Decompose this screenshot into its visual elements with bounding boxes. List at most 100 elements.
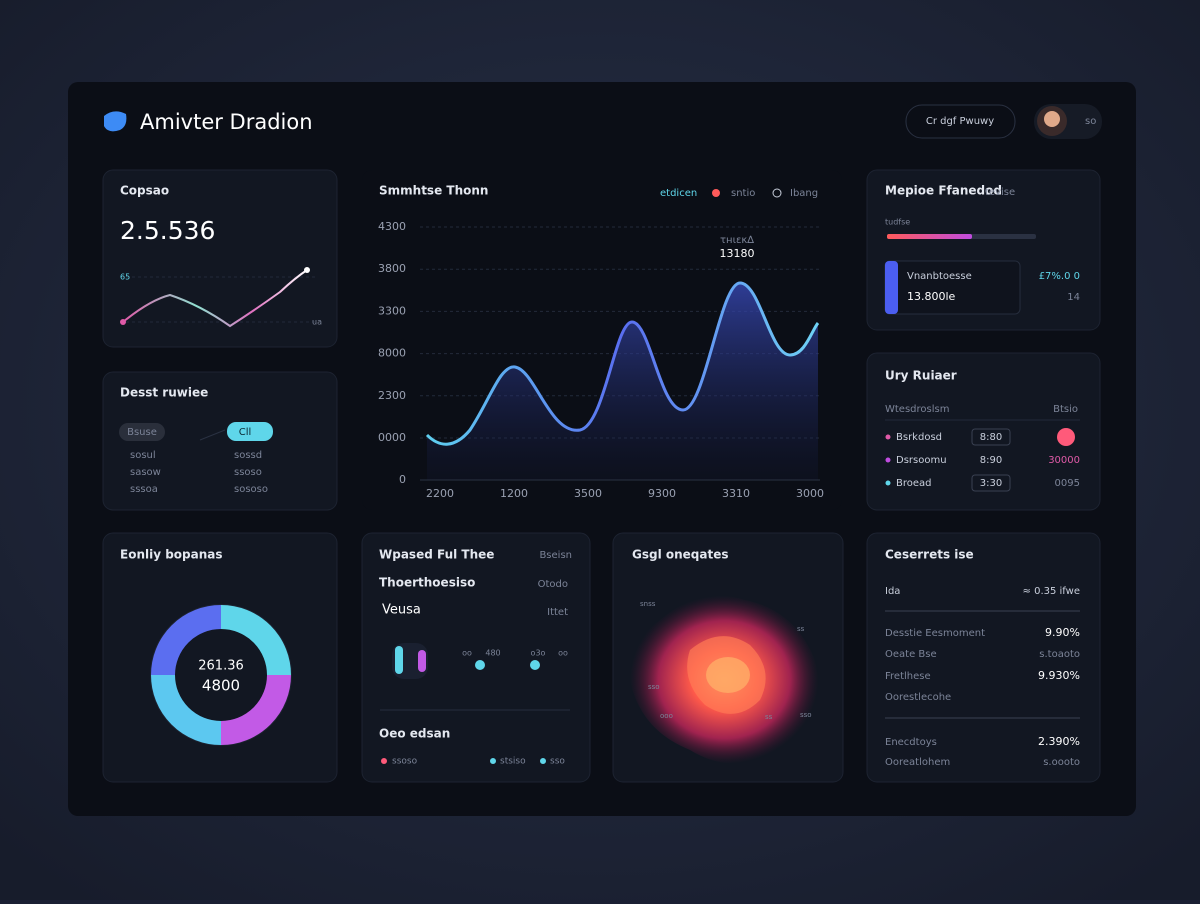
- y-tick-label: 2300: [378, 389, 406, 402]
- donut-segment: [220, 605, 291, 676]
- label: 13.800le: [907, 290, 956, 303]
- label: Vnanbtoesse: [907, 271, 972, 282]
- avatar-face: [1044, 111, 1060, 127]
- progress-fill: [887, 234, 972, 239]
- heat-center: [706, 657, 750, 693]
- label: tevise: [985, 187, 1015, 198]
- chart-title: Smmhtse Thonn: [379, 184, 488, 198]
- card-title: Copsao: [120, 184, 169, 198]
- label: 9.90%: [1045, 626, 1080, 639]
- label: oo: [462, 649, 472, 658]
- x-tick-label: 3500: [574, 487, 602, 500]
- legend-dot: [490, 758, 496, 764]
- pill-label: Cll: [239, 427, 252, 438]
- label: 8:80: [980, 432, 1002, 443]
- x-tick-label: 3000: [796, 487, 824, 500]
- label: 2.390%: [1038, 735, 1080, 748]
- label: Ooreatlohem: [885, 757, 950, 768]
- x-tick-label: 2200: [426, 487, 454, 500]
- label: 9.930%: [1038, 669, 1080, 682]
- mini-bar: [418, 650, 426, 672]
- label: Ida: [885, 586, 900, 597]
- card-title: Ury Ruiaer: [885, 369, 957, 383]
- label: sso: [800, 711, 812, 719]
- label: sososo: [234, 484, 268, 495]
- label: Broead: [896, 478, 932, 489]
- legend-dot: [712, 189, 720, 197]
- y-tick-label: 0: [399, 473, 406, 486]
- label: Btsio: [1053, 404, 1078, 415]
- label: 261.36: [198, 659, 244, 674]
- card: [866, 532, 1101, 783]
- kpi-value: 2.5.536: [120, 216, 215, 245]
- info-box: [884, 260, 1021, 315]
- donut-segment: [151, 605, 222, 676]
- annotation: τнιεκ∆: [720, 235, 754, 246]
- label: 480: [485, 649, 500, 658]
- label: sasow: [130, 467, 161, 478]
- y-tick-label: 4300: [378, 220, 406, 233]
- info-accent: [885, 261, 898, 314]
- badge: [971, 428, 1011, 446]
- label: 30000: [1048, 455, 1080, 466]
- bullet: [885, 480, 891, 486]
- label: 4800: [202, 677, 240, 695]
- label: 14: [1067, 292, 1080, 303]
- label: Bsrkdosd: [896, 432, 942, 443]
- label: ooo: [660, 712, 673, 720]
- logo: [104, 111, 127, 132]
- label: 8:90: [980, 455, 1002, 466]
- donut-segment: [151, 674, 222, 745]
- label: snss: [640, 600, 656, 608]
- legend-dot: [540, 758, 546, 764]
- header-button[interactable]: [905, 104, 1016, 139]
- legend-label: sso: [550, 757, 565, 767]
- label: tudfse: [885, 218, 910, 227]
- label: ≈ 0.35 ifwe: [1023, 586, 1080, 597]
- legend-label: Ibang: [790, 188, 818, 199]
- x-tick-label: 1200: [500, 487, 528, 500]
- label: sssoa: [130, 484, 158, 495]
- label: Otodo: [538, 579, 568, 590]
- card-title: Eonliy bopanas: [120, 548, 223, 562]
- label: 3:30: [980, 478, 1002, 489]
- card-title: Ceserrets ise: [885, 548, 974, 562]
- card: [102, 169, 338, 348]
- mini-bar: [395, 646, 403, 674]
- legend-label: etdicen: [660, 188, 697, 199]
- label: ua: [312, 318, 322, 327]
- label: ssoso: [234, 467, 262, 478]
- card-title: Gsgl oneqates: [632, 548, 729, 562]
- label: Bseisn: [539, 550, 572, 561]
- label: Enecdtoys: [885, 737, 937, 748]
- label: ss: [797, 625, 805, 633]
- label: Desstie Eesmoment: [885, 628, 985, 639]
- label: o3o: [531, 649, 546, 658]
- legend-label: sntio: [731, 188, 755, 199]
- label: Oeate Bse: [885, 649, 937, 660]
- label: s.toaoto: [1039, 649, 1080, 660]
- legend-dot: [381, 758, 387, 764]
- legend-label: stsiso: [500, 757, 526, 767]
- label: £7%.0 0: [1039, 271, 1080, 282]
- point: [120, 319, 126, 325]
- x-tick-label: 3310: [722, 487, 750, 500]
- bullet: [885, 457, 891, 463]
- x-tick-label: 9300: [648, 487, 676, 500]
- card: [361, 532, 591, 783]
- label: Dsrsoomu: [896, 455, 947, 466]
- connector: [199, 429, 226, 441]
- pill[interactable]: [119, 423, 165, 441]
- label: 65: [120, 273, 130, 282]
- sparkline: [122, 269, 308, 328]
- label: sosul: [130, 450, 156, 461]
- bullet: [885, 434, 891, 440]
- label: sossd: [234, 450, 262, 461]
- label: 0095: [1055, 478, 1080, 489]
- point: [304, 267, 310, 273]
- label: Fretlhese: [885, 671, 931, 682]
- pill[interactable]: [227, 422, 273, 441]
- card-title: Wpased Ful Thee: [379, 548, 494, 562]
- card: [102, 371, 338, 511]
